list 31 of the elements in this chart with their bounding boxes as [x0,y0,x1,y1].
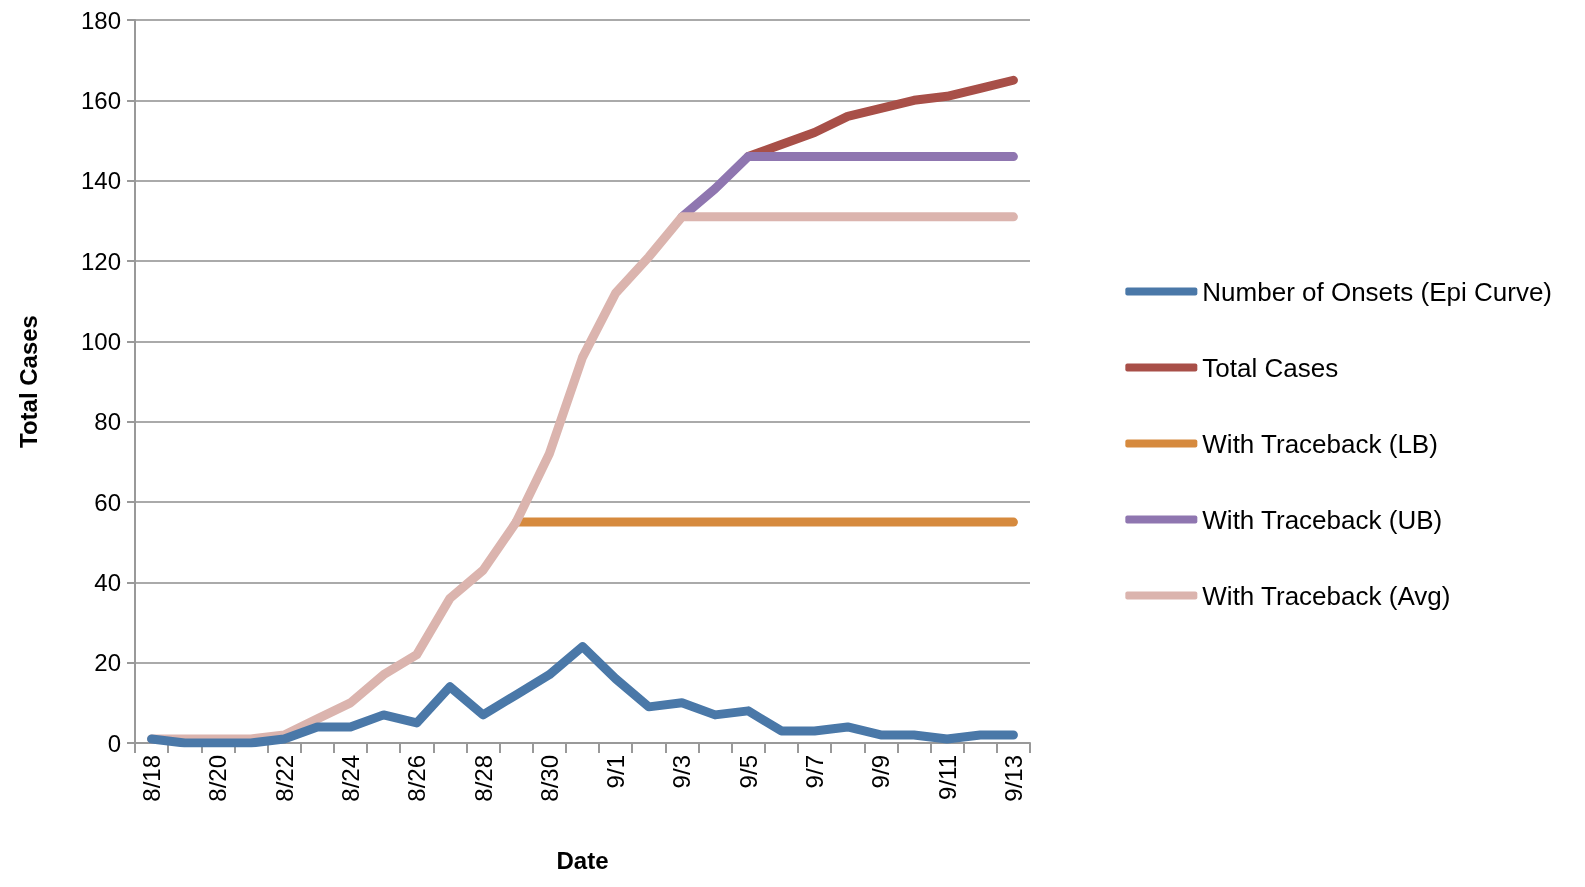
y-tick-label: 100 [80,327,121,355]
legend-label: With Traceback (UB) [1202,504,1443,535]
x-tick-label: 9/1 [602,755,630,789]
x-tick-label: 8/20 [204,755,232,802]
x-tick-label: 8/30 [535,755,563,802]
x-tick-label: 9/13 [999,755,1027,802]
y-tick-label: 0 [107,729,121,757]
y-tick-label: 40 [94,568,121,596]
y-tick-label: 80 [94,408,121,436]
y-tick-label: 160 [80,86,121,114]
x-tick-label: 9/7 [801,755,829,789]
legend-label: With Traceback (Avg) [1202,580,1451,611]
x-tick-label: 8/26 [403,755,431,802]
legend-label: Number of Onsets (Epi Curve) [1202,276,1552,307]
x-tick-label: 8/24 [336,755,364,802]
y-tick-label: 20 [94,649,121,677]
x-tick-label: 9/3 [668,755,696,789]
x-tick-label: 8/28 [469,755,497,802]
legend-label: Total Cases [1202,352,1339,383]
y-tick-label: 60 [94,488,121,516]
y-tick-label: 120 [80,247,121,275]
y-tick-label: 180 [80,6,121,34]
x-axis-title: Date [556,846,609,874]
y-tick-label: 140 [80,167,121,195]
x-tick-label: 9/11 [933,755,961,800]
x-tick-label: 8/18 [138,755,166,802]
legend-label: With Traceback (LB) [1202,428,1438,459]
y-axis-title: Total Cases [14,315,42,448]
x-tick-label: 9/5 [734,755,762,789]
x-tick-label: 8/22 [270,755,298,802]
x-tick-label: 9/9 [867,755,895,789]
